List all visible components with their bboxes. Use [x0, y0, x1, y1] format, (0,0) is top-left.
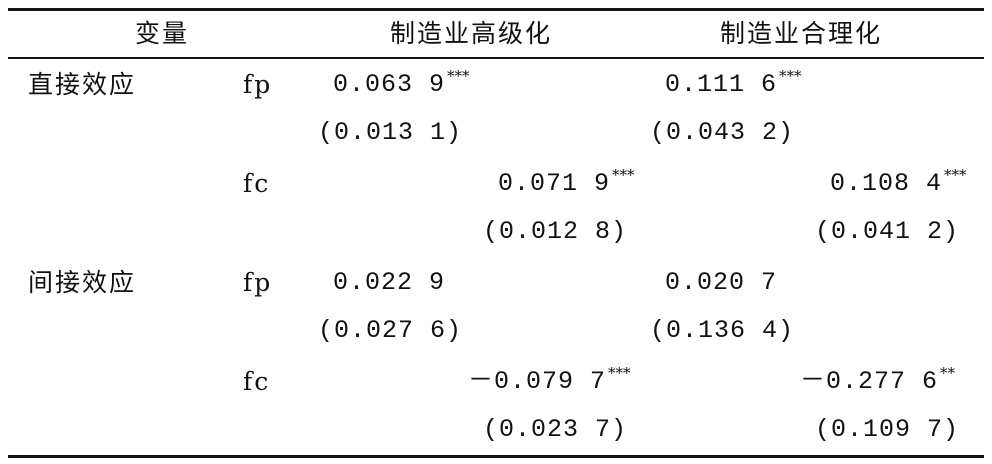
variable: fp [243, 268, 273, 297]
coefficient: 0.108 4 [830, 169, 943, 198]
variable: fc [243, 367, 271, 396]
bottom-rule [8, 455, 984, 458]
significance-stars: *** [612, 166, 635, 184]
significance-stars: *** [779, 67, 802, 85]
standard-error: (0.043 2) [650, 118, 795, 147]
standard-error: (0.136 4) [650, 316, 795, 345]
standard-error: (0.109 7) [815, 415, 960, 444]
coefficient: 0.071 9 [498, 169, 611, 198]
top-rule [8, 8, 984, 11]
variable: fc [243, 169, 271, 198]
significance-stars: *** [608, 364, 631, 382]
coefficient: 0.022 9 [333, 268, 446, 297]
coefficient: 0.063 9 [333, 70, 446, 99]
standard-error: (0.041 2) [815, 217, 960, 246]
variable: fp [243, 70, 273, 99]
coefficient: 0.111 6 [665, 70, 778, 99]
header-rule [8, 57, 984, 59]
header-cell: 制造业高级化 [390, 19, 553, 48]
coefficient: －0.277 6 [800, 367, 939, 396]
significance-stars: ** [940, 364, 955, 382]
header-cell: 制造业合理化 [720, 19, 883, 48]
coefficient: 0.020 7 [665, 268, 778, 297]
significance-stars: *** [944, 166, 967, 184]
group-label: 间接效应 [28, 268, 137, 297]
standard-error: (0.013 1) [318, 118, 463, 147]
header-cell: 变量 [135, 19, 190, 48]
coefficient: －0.079 7 [468, 367, 607, 396]
standard-error: (0.012 8) [483, 217, 628, 246]
standard-error: (0.027 6) [318, 316, 463, 345]
standard-error: (0.023 7) [483, 415, 628, 444]
significance-stars: *** [447, 67, 470, 85]
group-label: 直接效应 [28, 70, 137, 99]
